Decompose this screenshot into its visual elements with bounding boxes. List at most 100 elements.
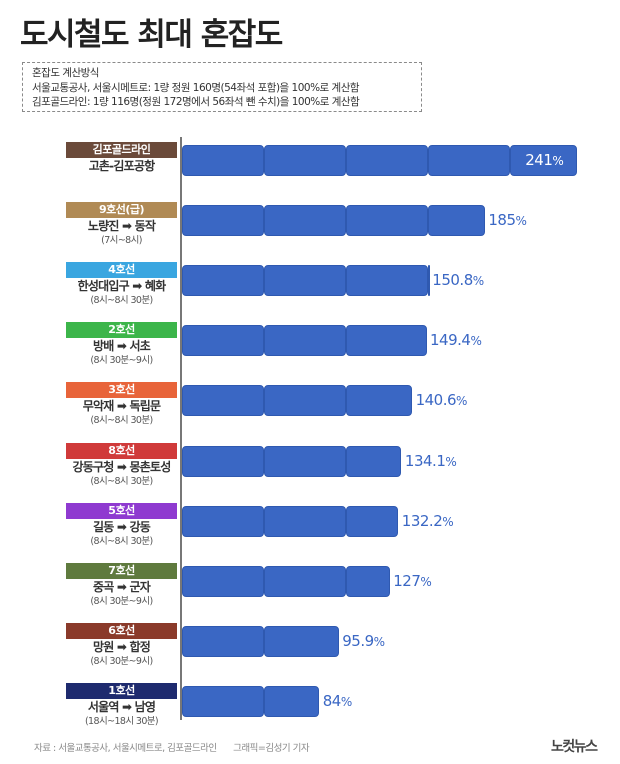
- line-badge: 6호선: [66, 623, 177, 639]
- bar-segment: [182, 626, 264, 657]
- bar: [182, 265, 431, 296]
- route-label: 길동 ➡ 강동: [93, 520, 151, 534]
- bar-segment: [264, 566, 346, 597]
- value-number: 185: [488, 211, 516, 229]
- calculation-note: 혼잡도 계산방식 서울교통공사, 서울시메트로: 1량 정원 160명(54좌석…: [22, 62, 422, 112]
- value-number: 84: [322, 692, 342, 710]
- bar: [182, 506, 399, 537]
- bar-segment: [346, 566, 390, 597]
- route-label: 방배 ➡ 서초: [93, 339, 151, 353]
- bar-segment: [346, 145, 428, 176]
- percent-sign: %: [515, 214, 527, 228]
- time-label: (8시~8시 30분): [90, 295, 153, 306]
- bar-segment: [182, 205, 264, 236]
- percent-sign: %: [470, 334, 482, 348]
- percent-sign: %: [472, 274, 484, 288]
- bar-segment: [346, 205, 428, 236]
- bar-segment: [346, 506, 399, 537]
- value-number: 132.2: [401, 512, 443, 530]
- value-label: 149.4%: [430, 325, 482, 356]
- bar-segment: [346, 385, 413, 416]
- value-label: 95.9%: [342, 626, 385, 657]
- chart-row: 3호선 무악재 ➡ 독립문 (8시~8시 30분) 140.6%: [0, 382, 620, 440]
- bar: [182, 566, 390, 597]
- route-label: 한성대입구 ➡ 혜화: [77, 279, 167, 293]
- line-badge: 4호선: [66, 262, 177, 278]
- chart-row: 김포골드라인 고촌-김포공항 241%: [0, 142, 620, 200]
- value-label: 84%: [323, 686, 352, 717]
- bar-segment: [428, 205, 485, 236]
- bar-segment: [182, 145, 264, 176]
- time-label: (8시~8시 30분): [90, 476, 153, 487]
- chart-row: 8호선 강동구청 ➡ 몽촌토성 (8시~8시 30분) 134.1%: [0, 443, 620, 501]
- value-number: 140.6: [415, 391, 457, 409]
- note-line-gimpo: 김포골드라인: 1량 116명(정원 172명에서 56좌석 뺀 수치)을 10…: [32, 96, 360, 108]
- value-number: 134.1: [404, 452, 446, 470]
- value-label: 140.6%: [415, 385, 468, 416]
- bar: [182, 385, 413, 416]
- bar-segment: [510, 145, 577, 176]
- bar-segment: [182, 686, 264, 717]
- time-label: (18시~18시 30분): [84, 716, 159, 727]
- chart-row: 6호선 망원 ➡ 합정 (8시 30분~9시) 95.9%: [0, 623, 620, 681]
- bar-segment: [264, 506, 346, 537]
- time-label: (7시~8시): [101, 235, 142, 246]
- chart-row: 1호선 서울역 ➡ 남영 (18시~18시 30분) 84%: [0, 683, 620, 741]
- line-badge: 9호선(급): [66, 202, 177, 218]
- line-badge: 1호선: [66, 683, 177, 699]
- route-label: 무악재 ➡ 독립문: [82, 399, 161, 413]
- bar-segment: [346, 325, 427, 356]
- bar-segment: [182, 325, 264, 356]
- bar-segment: [346, 446, 402, 477]
- bar: [182, 446, 402, 477]
- bar-segment: [428, 145, 510, 176]
- bar: [182, 325, 427, 356]
- percent-sign: %: [420, 575, 432, 589]
- note-heading: 혼잡도 계산방식: [32, 67, 99, 79]
- percent-sign: %: [373, 635, 385, 649]
- bar-segment: [264, 145, 346, 176]
- value-number: 241: [525, 151, 553, 169]
- value-label: 127%: [393, 566, 432, 597]
- time-label: (8시 30분~9시): [90, 355, 153, 366]
- page-title: 도시철도 최대 혼잡도: [20, 17, 283, 53]
- route-label: 강동구청 ➡ 몽촌토성: [72, 460, 172, 474]
- bar-segment: [428, 265, 430, 296]
- value-number: 150.8: [432, 271, 473, 289]
- bar-segment: [346, 265, 428, 296]
- route-label: 노량진 ➡ 동작: [87, 219, 156, 233]
- line-badge: 김포골드라인: [66, 142, 177, 158]
- bar: [182, 145, 577, 176]
- nocut-news-logo: 노컷뉴스: [551, 739, 598, 755]
- bar-segment: [182, 506, 264, 537]
- line-badge: 5호선: [66, 503, 177, 519]
- value-number: 127: [393, 572, 421, 590]
- chart-row: 7호선 중곡 ➡ 군자 (8시 30분~9시) 127%: [0, 563, 620, 621]
- bar-segment: [264, 205, 346, 236]
- value-label: 241%: [525, 145, 564, 176]
- route-label: 고촌-김포공항: [88, 159, 155, 173]
- chart-row: 2호선 방배 ➡ 서초 (8시 30분~9시) 149.4%: [0, 322, 620, 380]
- time-label: (8시~8시 30분): [90, 415, 153, 426]
- bar-segment: [182, 385, 264, 416]
- bar-segment: [182, 566, 264, 597]
- bar: [182, 626, 339, 657]
- chart-row: 5호선 길동 ➡ 강동 (8시~8시 30분) 132.2%: [0, 503, 620, 561]
- line-badge: 3호선: [66, 382, 177, 398]
- line-badge: 7호선: [66, 563, 177, 579]
- bar-segment: [264, 686, 320, 717]
- bar: [182, 205, 485, 236]
- percent-sign: %: [552, 154, 564, 168]
- line-badge: 2호선: [66, 322, 177, 338]
- source-text: 자료 : 서울교통공사, 서울시메트로, 김포골드라인: [34, 743, 217, 754]
- line-badge: 8호선: [66, 443, 177, 459]
- percent-sign: %: [445, 455, 457, 469]
- y-axis-line: [180, 137, 182, 720]
- bar-segment: [264, 385, 346, 416]
- time-label: (8시~8시 30분): [90, 536, 153, 547]
- bar-segment: [182, 265, 264, 296]
- bar: [182, 686, 320, 717]
- chart-row: 9호선(급) 노량진 ➡ 동작 (7시~8시) 185%: [0, 202, 620, 260]
- value-label: 185%: [488, 205, 527, 236]
- value-label: 132.2%: [401, 506, 454, 537]
